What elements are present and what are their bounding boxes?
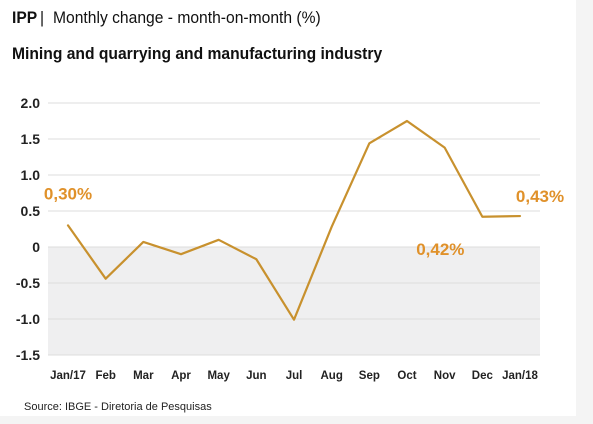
y-tick-label: -1.0: [16, 311, 40, 327]
data-label: 0,43%: [516, 187, 564, 206]
chart-title: IPP | Monthly change - month-on-month (%): [12, 8, 321, 34]
x-tick-label: Feb: [95, 370, 115, 382]
x-tick-label: Aug: [320, 370, 342, 382]
y-tick-label: 1.5: [21, 131, 41, 147]
x-tick-label: Jan/18: [502, 370, 538, 382]
y-tick-label: -1.5: [16, 347, 40, 363]
chart-subtitle: Mining and quarrying and manufacturing i…: [12, 44, 383, 63]
title-text: Monthly change - month-on-month (%): [52, 8, 321, 27]
x-tick-label: Mar: [133, 370, 154, 382]
x-tick-label: May: [207, 370, 230, 382]
title-separator: |: [39, 8, 45, 27]
x-tick-label: Dec: [472, 370, 494, 382]
data-label: 0,30%: [44, 184, 92, 203]
x-tick-label: Sep: [359, 370, 380, 382]
y-tick-label: 0: [32, 239, 40, 255]
y-tick-label: 0.5: [21, 203, 41, 219]
source-note: Source: IBGE - Diretoria de Pesquisas: [24, 401, 212, 413]
x-tick-label: Apr: [171, 370, 191, 382]
bottom-margin-band: [0, 416, 593, 424]
x-tick-label: Nov: [434, 370, 456, 382]
data-label: 0,42%: [416, 240, 464, 259]
title-ipp: IPP: [12, 8, 38, 27]
x-tick-label: Oct: [397, 370, 416, 382]
x-tick-label: Jan/17: [50, 370, 86, 382]
y-tick-label: 2.0: [21, 95, 41, 111]
series-line: [66, 119, 522, 321]
y-tick-label: -0.5: [16, 275, 40, 291]
y-tick-label: 1.0: [21, 167, 41, 183]
x-tick-label: Jul: [286, 370, 303, 382]
x-tick-label: Jun: [246, 370, 266, 382]
negative-region-band: [48, 247, 540, 355]
right-margin-band: [576, 0, 593, 424]
